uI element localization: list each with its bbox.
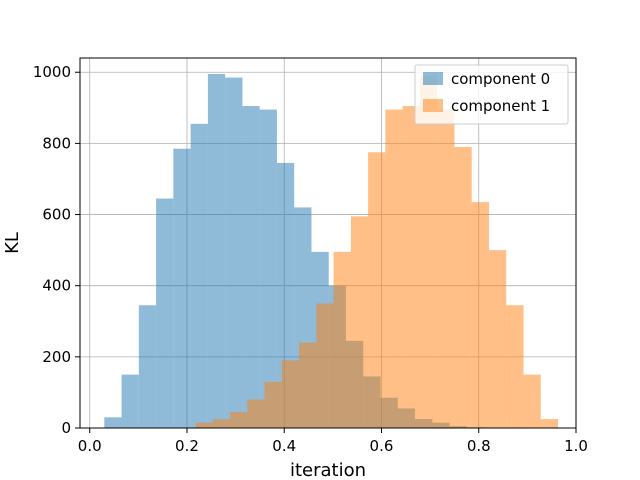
histogram-bar <box>437 109 455 428</box>
histogram-bar <box>402 106 420 429</box>
series-1-bars <box>195 75 559 429</box>
x-tick-label: 0.0 <box>78 437 102 455</box>
plot-frame <box>79 57 577 429</box>
histogram-bar <box>471 202 489 428</box>
histogram-bar <box>190 123 208 428</box>
histogram-bar <box>540 419 559 428</box>
histogram-bar <box>207 74 226 428</box>
x-tick-label: 0.2 <box>175 437 199 455</box>
legend: component 0 component 1 <box>414 64 569 125</box>
histogram-bar <box>242 106 260 429</box>
histogram-bar <box>488 250 507 428</box>
histogram-bar <box>212 419 231 428</box>
histogram-bar <box>333 251 351 428</box>
histogram-bar <box>299 342 317 428</box>
histogram-bar <box>419 75 438 429</box>
legend-box <box>414 64 569 125</box>
legend-label: component 1 <box>451 97 550 115</box>
histogram-bar <box>523 374 541 428</box>
histogram-bar <box>316 303 334 428</box>
histogram-bar <box>368 152 386 428</box>
y-tick-label: 0 <box>61 419 71 437</box>
histogram-bar <box>385 109 403 428</box>
y-axis-label: KL <box>2 232 23 254</box>
histogram-bar <box>138 305 157 428</box>
histogram-bar <box>259 109 277 428</box>
y-tick-label: 1000 <box>33 63 71 81</box>
x-tick-label: 0.6 <box>370 437 394 455</box>
histogram-bar <box>156 198 174 428</box>
histogram-bar <box>350 216 369 428</box>
y-tick-label: 800 <box>42 134 71 152</box>
y-tick-label: 400 <box>42 277 71 295</box>
histogram-bar <box>230 411 248 428</box>
x-tick-label: 1.0 <box>564 437 588 455</box>
histogram-bar <box>506 305 524 428</box>
histogram-bar <box>264 381 282 428</box>
legend-swatch <box>423 99 443 112</box>
y-tick-label: 600 <box>42 206 71 224</box>
x-tick-label: 0.4 <box>272 437 296 455</box>
x-axis-label: iteration <box>290 460 366 480</box>
histogram-bar <box>225 77 243 428</box>
histogram-bar <box>195 422 213 428</box>
legend-label: component 0 <box>451 70 550 88</box>
x-tick-label: 0.8 <box>467 437 491 455</box>
histogram-bar <box>247 399 265 428</box>
legend-swatch <box>423 72 443 85</box>
y-tick-label: 200 <box>42 348 71 366</box>
histogram-bar <box>454 146 472 428</box>
histogram-bar <box>173 148 191 428</box>
histogram-bars <box>104 74 559 429</box>
histogram-bar <box>104 417 122 428</box>
histogram-bar <box>121 374 139 428</box>
axis-ticks: 0.0 0.2 0.4 0.6 0.8 1.0 0 200 400 600 800 1000 <box>33 63 588 455</box>
histogram-bar <box>281 360 300 428</box>
